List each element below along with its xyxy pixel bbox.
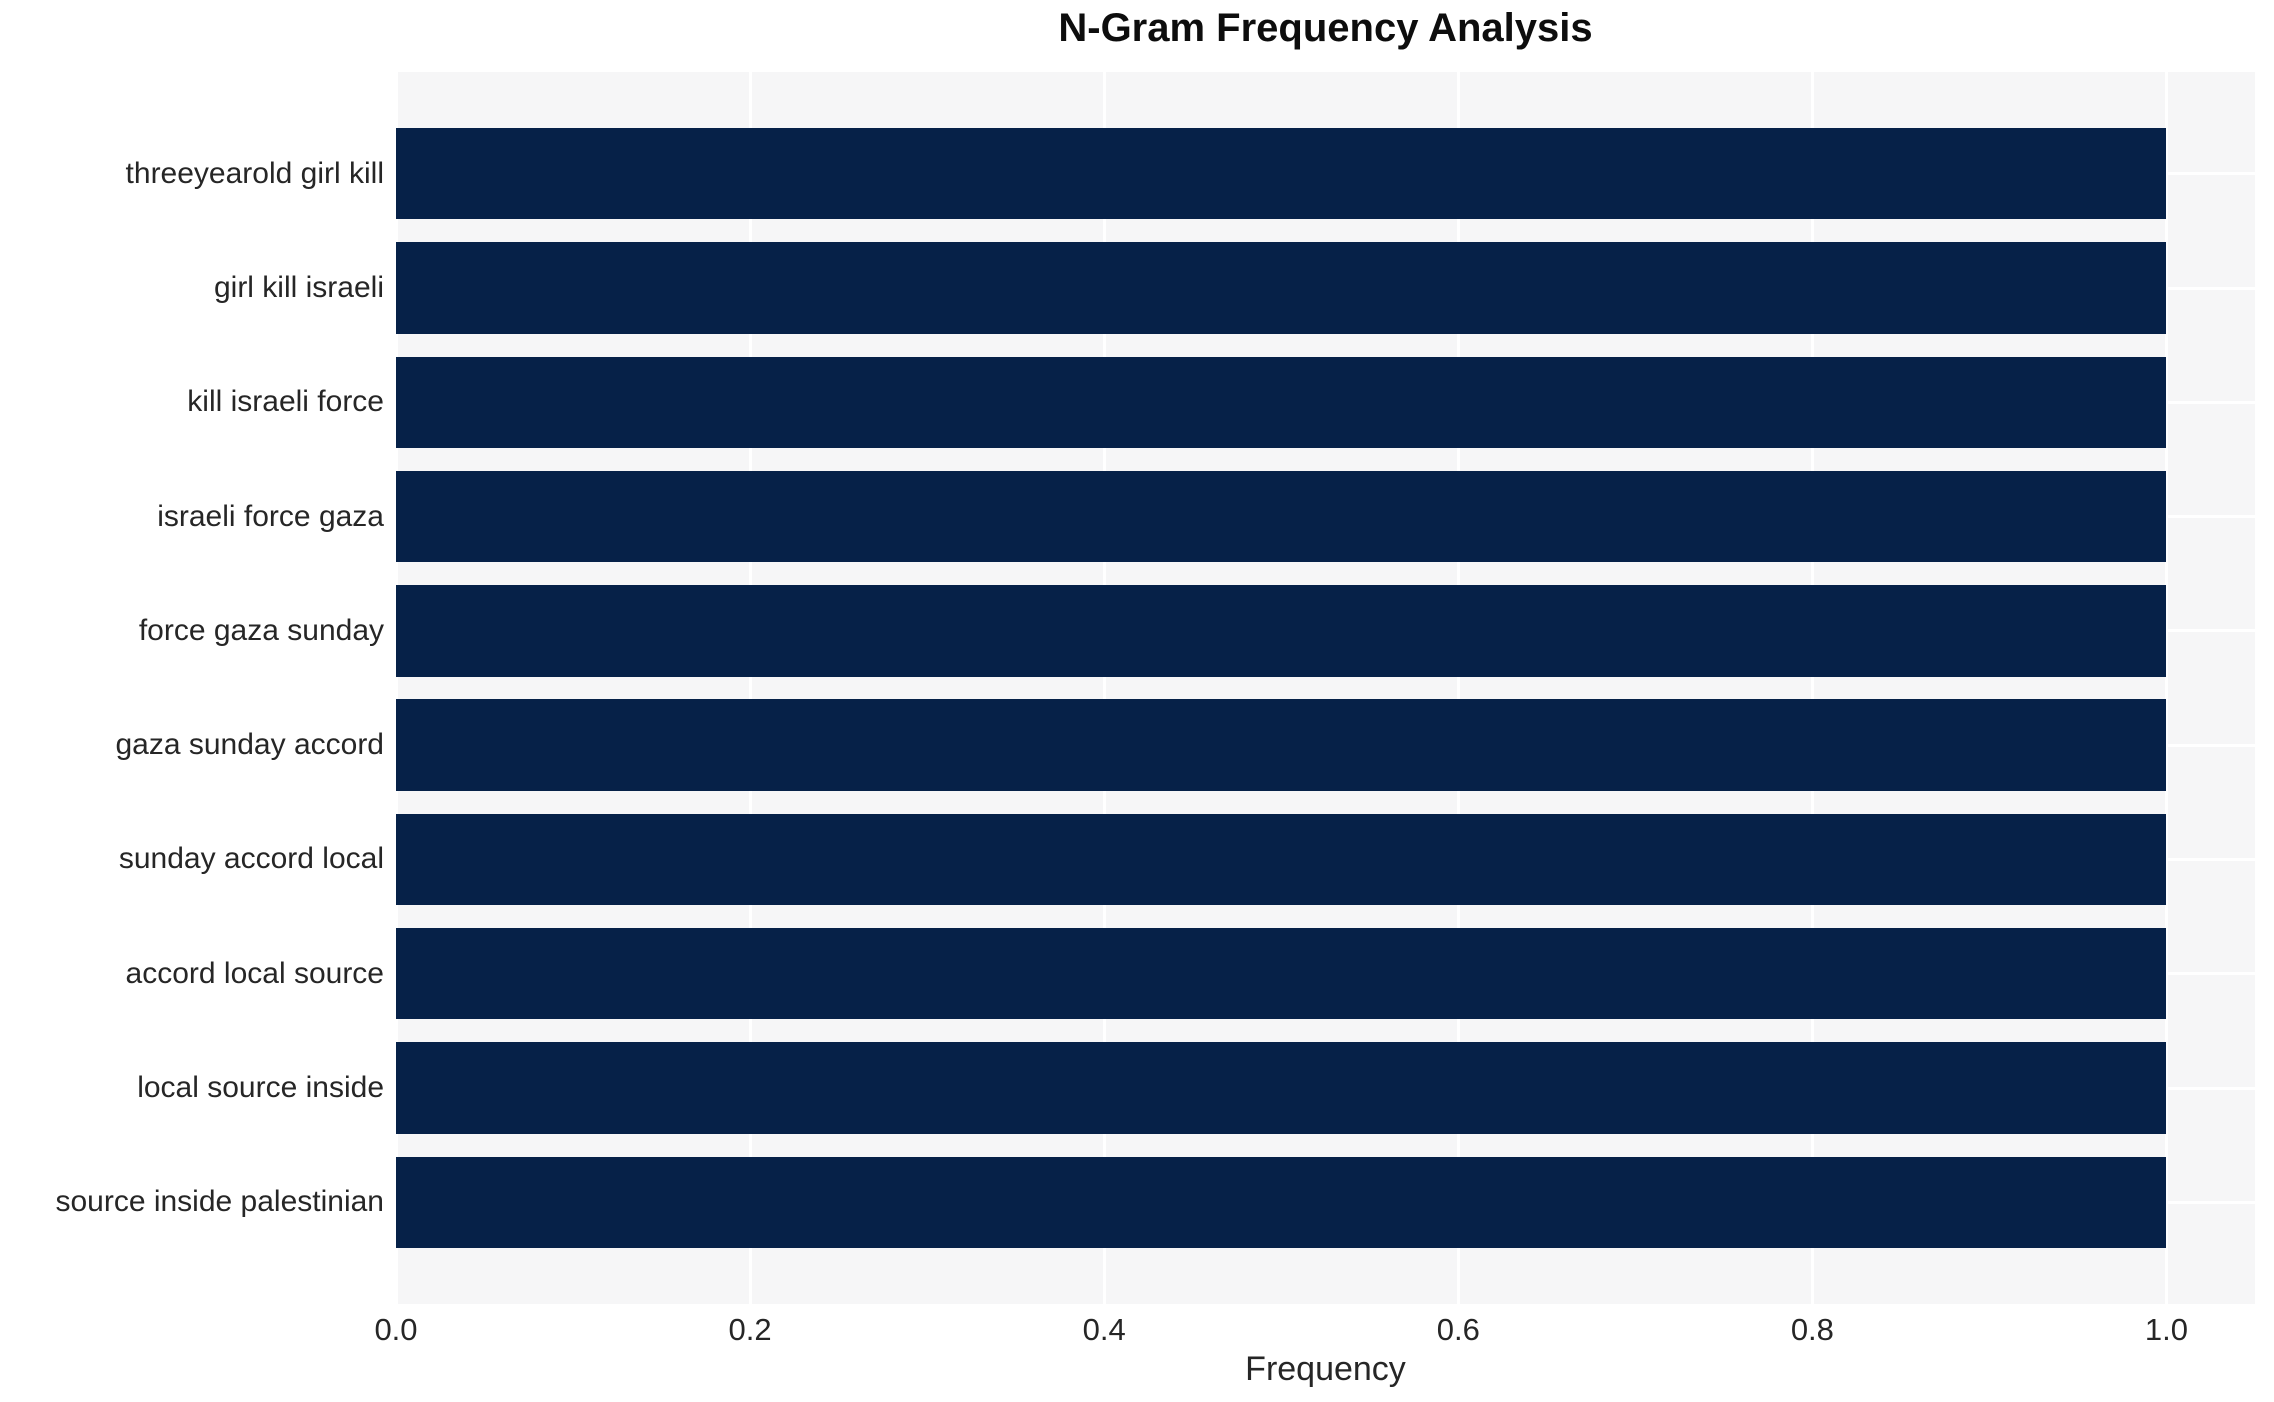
bar-8	[396, 1042, 2167, 1134]
x-tick-label-0.4: 0.4	[1082, 1312, 1126, 1347]
y-tick-label-4: force gaza sunday	[138, 613, 384, 647]
x-axis-label: Frequency	[1245, 1350, 1406, 1388]
y-tick-label-0: threeyearold girl kill	[125, 156, 384, 190]
x-gridline-0.8	[1810, 72, 1814, 1304]
x-gridline-1.0	[2164, 72, 2168, 1304]
bar-4	[396, 585, 2167, 677]
x-tick-label-0.0: 0.0	[374, 1312, 418, 1347]
bar-9	[396, 1156, 2167, 1248]
bar-6	[396, 813, 2167, 906]
y-tick-label-7: accord local source	[125, 956, 384, 990]
x-gridline-0.0	[394, 72, 398, 1304]
bar-5	[396, 699, 2167, 791]
x-tick-label-0.8: 0.8	[1790, 1312, 1834, 1347]
bar-1	[396, 242, 2167, 334]
bar-0	[396, 128, 2167, 220]
y-tick-label-9: source inside palestinian	[55, 1185, 384, 1219]
y-tick-label-8: local source inside	[137, 1071, 384, 1104]
y-tick-label-2: kill israeli force	[187, 385, 384, 419]
x-tick-label-0.6: 0.6	[1436, 1312, 1480, 1347]
plot-area	[394, 72, 2255, 1304]
bar-3	[396, 470, 2167, 563]
x-gridline-0.2	[748, 72, 752, 1304]
x-gridline-0.4	[1102, 72, 1106, 1304]
x-tick-label-0.2: 0.2	[728, 1312, 772, 1347]
y-tick-label-3: israeli force gaza	[157, 499, 384, 533]
y-tick-label-6: sunday accord local	[118, 842, 384, 876]
y-tick-label-1: girl kill israeli	[213, 271, 384, 304]
bar-2	[396, 356, 2167, 448]
chart-title: N-Gram Frequency Analysis	[1058, 6, 1593, 50]
x-tick-label-1.0: 1.0	[2144, 1312, 2189, 1347]
x-gridline-0.6	[1456, 72, 1460, 1304]
y-tick-label-5: gaza sunday accord	[115, 728, 384, 762]
bar-7	[396, 928, 2167, 1020]
